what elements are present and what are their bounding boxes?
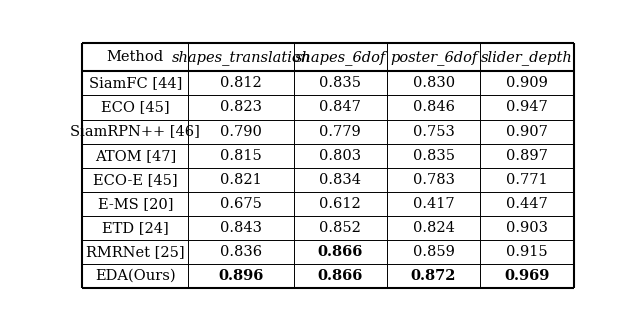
Text: EDA(Ours): EDA(Ours) — [95, 269, 175, 283]
Text: 0.790: 0.790 — [220, 125, 262, 138]
Text: 0.830: 0.830 — [413, 76, 454, 91]
Text: 0.896: 0.896 — [218, 269, 264, 283]
Text: 0.847: 0.847 — [319, 100, 361, 114]
Text: 0.779: 0.779 — [319, 125, 361, 138]
Text: 0.803: 0.803 — [319, 149, 362, 163]
Text: 0.915: 0.915 — [506, 245, 548, 259]
Text: E-MS [20]: E-MS [20] — [97, 197, 173, 211]
Text: SiamRPN++ [46]: SiamRPN++ [46] — [70, 125, 200, 138]
Text: Method: Method — [107, 50, 164, 64]
Text: poster_6dof: poster_6dof — [390, 50, 477, 65]
Text: ETD [24]: ETD [24] — [102, 221, 169, 235]
Text: 0.903: 0.903 — [506, 221, 548, 235]
Text: slider_depth: slider_depth — [481, 50, 573, 65]
Text: 0.834: 0.834 — [319, 173, 361, 187]
Text: 0.859: 0.859 — [413, 245, 454, 259]
Text: 0.783: 0.783 — [413, 173, 454, 187]
Text: SiamFC [44]: SiamFC [44] — [88, 76, 182, 91]
Text: 0.675: 0.675 — [220, 197, 262, 211]
Text: 0.907: 0.907 — [506, 125, 548, 138]
Text: 0.771: 0.771 — [506, 173, 548, 187]
Text: 0.821: 0.821 — [220, 173, 262, 187]
Text: 0.447: 0.447 — [506, 197, 548, 211]
Text: 0.852: 0.852 — [319, 221, 361, 235]
Text: 0.969: 0.969 — [504, 269, 550, 283]
Text: 0.843: 0.843 — [220, 221, 262, 235]
Text: 0.417: 0.417 — [413, 197, 454, 211]
Text: 0.836: 0.836 — [220, 245, 262, 259]
Text: 0.835: 0.835 — [319, 76, 361, 91]
Text: RMRNet [25]: RMRNet [25] — [86, 245, 184, 259]
Text: 0.812: 0.812 — [220, 76, 262, 91]
Text: 0.897: 0.897 — [506, 149, 548, 163]
Text: ATOM [47]: ATOM [47] — [95, 149, 176, 163]
Text: shapes_translation: shapes_translation — [172, 50, 310, 65]
Text: 0.947: 0.947 — [506, 100, 548, 114]
Text: 0.824: 0.824 — [413, 221, 454, 235]
Text: 0.835: 0.835 — [413, 149, 454, 163]
Text: 0.866: 0.866 — [317, 245, 363, 259]
Text: 0.846: 0.846 — [413, 100, 454, 114]
Text: 0.753: 0.753 — [413, 125, 454, 138]
Text: 0.866: 0.866 — [317, 269, 363, 283]
Text: 0.909: 0.909 — [506, 76, 548, 91]
Text: ECO-E [45]: ECO-E [45] — [93, 173, 177, 187]
Text: 0.815: 0.815 — [220, 149, 262, 163]
Text: 0.612: 0.612 — [319, 197, 361, 211]
Text: ECO [45]: ECO [45] — [101, 100, 170, 114]
Text: 0.872: 0.872 — [411, 269, 456, 283]
Text: shapes_6dof: shapes_6dof — [294, 50, 386, 65]
Text: 0.823: 0.823 — [220, 100, 262, 114]
